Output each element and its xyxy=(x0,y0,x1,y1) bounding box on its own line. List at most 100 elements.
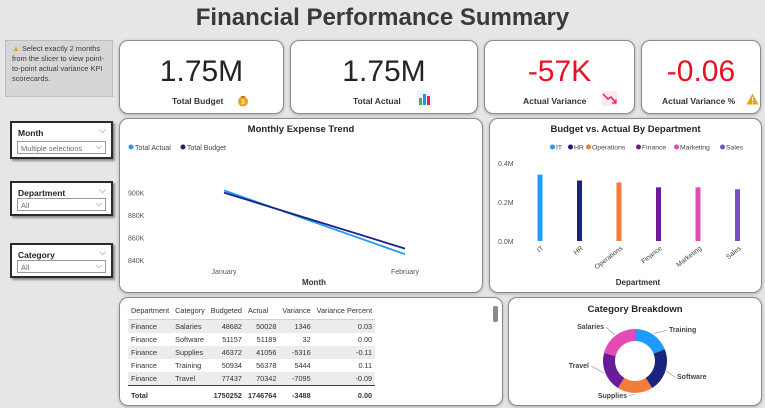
legend-marker xyxy=(550,144,555,150)
legend-marker xyxy=(586,144,591,150)
slicer-label: Category xyxy=(18,250,55,260)
legend-marker xyxy=(568,144,573,150)
chart-title: Budget vs. Actual By Department xyxy=(550,124,701,135)
table-cell: 48682 xyxy=(207,319,245,333)
legend-label: Operations xyxy=(592,145,626,152)
column-header[interactable]: Variance Percent xyxy=(313,306,376,320)
legend-marker xyxy=(180,144,186,150)
x-tick-label: Operations xyxy=(594,245,625,271)
table-cell xyxy=(172,385,208,402)
line-chart[interactable]: 840K 860K 880K 900K January February Month Tota… xyxy=(120,119,484,294)
month-slicer[interactable]: Month ⌵ Multiple selections ⌵ xyxy=(10,121,113,159)
table-cell: 77437 xyxy=(207,372,245,386)
svg-text:$: $ xyxy=(241,100,245,106)
y-tick-label: 840K xyxy=(128,258,145,265)
slice-label: Salaries xyxy=(577,324,604,331)
table-cell: Finance xyxy=(131,335,157,344)
dropdown-value: All xyxy=(21,263,30,272)
legend-label: Finance xyxy=(642,145,666,152)
chevron-down-icon[interactable]: ⌵ xyxy=(95,199,102,208)
series-line xyxy=(223,189,406,256)
table-cell: Supplies xyxy=(172,346,208,359)
table-cell: -0.09 xyxy=(313,372,376,386)
x-tick-label: January xyxy=(212,269,237,276)
category-slicer[interactable]: Category ⌵ All ⌵ xyxy=(10,243,113,278)
bar-chart[interactable]: 0.0M 0.2M 0.4M IT HR Operations Finance Marketi… xyxy=(490,119,763,294)
chart-title: Monthly Expense Trend xyxy=(247,124,355,135)
table-row[interactable]: Finance Software 51157 51189 32 0.00 xyxy=(128,333,375,346)
column-header[interactable]: Variance xyxy=(279,306,314,320)
kpi-total-actual: 1.75M Total Actual xyxy=(290,40,478,114)
table-cell: 50934 xyxy=(221,361,242,370)
warning-icon: ▲ xyxy=(12,44,20,53)
table-row[interactable]: Finance Travel 77437 70342 -7095 -0.09 xyxy=(128,372,376,386)
legend-label: Total Actual xyxy=(135,145,171,152)
table-scrollbar[interactable] xyxy=(493,306,498,322)
table-cell: Travel xyxy=(172,372,208,386)
slicer-label: Month xyxy=(18,128,44,138)
table-cell: 32 xyxy=(302,335,311,344)
legend-label: Marketing xyxy=(680,145,710,152)
leader-line xyxy=(666,370,676,378)
donut-slice xyxy=(635,329,665,354)
bar xyxy=(656,187,661,241)
legend-marker xyxy=(720,144,725,150)
warning-icon xyxy=(746,93,759,105)
category-breakdown-card: Category Breakdown Training Software Suppl… xyxy=(508,297,762,406)
y-tick-label: 0.2M xyxy=(498,200,514,207)
bar xyxy=(577,180,582,241)
table-cell: Finance xyxy=(128,346,173,359)
column-header[interactable]: Department xyxy=(128,306,173,320)
slice-label: Software xyxy=(677,374,707,381)
leader-line xyxy=(653,329,668,334)
donut-chart[interactable]: Training Software Supplies Travel Salaries xyxy=(509,298,763,407)
chevron-down-icon[interactable]: ⌵ xyxy=(99,125,106,135)
kpi-label: Actual Variance xyxy=(523,96,587,106)
category-dropdown[interactable]: All ⌵ xyxy=(17,260,106,273)
bar xyxy=(695,187,701,241)
column-header[interactable]: Actual xyxy=(244,306,280,320)
table-cell: Salaries xyxy=(172,319,208,333)
table-cell: 51157 xyxy=(222,335,242,344)
legend-marker xyxy=(674,144,679,150)
column-header[interactable]: Category xyxy=(172,306,208,320)
table-cell: 51189 xyxy=(256,335,277,344)
kpi-value: -57K xyxy=(527,55,592,88)
table-cell: 1746764 xyxy=(244,385,280,402)
kpi-value: 1.75M xyxy=(342,55,426,88)
detail-table-card: Department Category Budgeted Actual Variance… xyxy=(119,297,503,406)
table-cell: Training xyxy=(175,361,202,370)
leader-line xyxy=(590,365,605,374)
chevron-down-icon[interactable]: ⌵ xyxy=(99,247,106,257)
note-text: Select exactly 2 months from the slicer … xyxy=(12,44,105,83)
table-cell: Finance xyxy=(128,319,173,333)
donut-slice xyxy=(617,377,653,393)
month-dropdown[interactable]: Multiple selections ⌵ xyxy=(17,141,106,154)
donut-slice xyxy=(603,353,625,389)
column-header[interactable]: Budgeted xyxy=(207,306,245,320)
bar xyxy=(537,174,543,241)
table-row[interactable]: Finance Supplies 46372 41056 -5316 -0.11 xyxy=(128,346,376,359)
kpi-actual-variance: -57K Actual Variance xyxy=(484,40,635,114)
table-cell: 1346 xyxy=(279,319,314,333)
kpi-value: -0.06 xyxy=(666,55,736,88)
table-row[interactable]: Finance Salaries 48682 50028 1346 0.03 xyxy=(128,319,376,333)
x-axis-label: Department xyxy=(616,278,661,287)
chevron-down-icon[interactable]: ⌵ xyxy=(99,185,106,195)
x-tick-label: Finance xyxy=(640,245,664,266)
table-cell: 41056 xyxy=(244,346,280,359)
donut-slice xyxy=(645,349,667,389)
chevron-down-icon[interactable]: ⌵ xyxy=(95,142,102,151)
table-cell: -0.11 xyxy=(313,346,376,359)
table-cell: 56378 xyxy=(256,361,277,370)
table-cell: 0.00 xyxy=(313,385,376,402)
department-slicer[interactable]: Department ⌵ All ⌵ xyxy=(10,181,113,216)
table-total-row: Total 1750252 1746764 -3488 0.00 xyxy=(128,385,376,402)
table-row[interactable]: Finance Training 50934 56378 5444 0.11 xyxy=(128,359,375,372)
slice-label: Training xyxy=(669,327,696,334)
chevron-down-icon[interactable]: ⌵ xyxy=(95,261,102,270)
department-dropdown[interactable]: All ⌵ xyxy=(17,198,106,211)
slice-label: Travel xyxy=(569,363,589,370)
table-header-row: Department Category Budgeted Actual Variance… xyxy=(128,306,376,320)
table-cell: 5444 xyxy=(294,361,311,370)
